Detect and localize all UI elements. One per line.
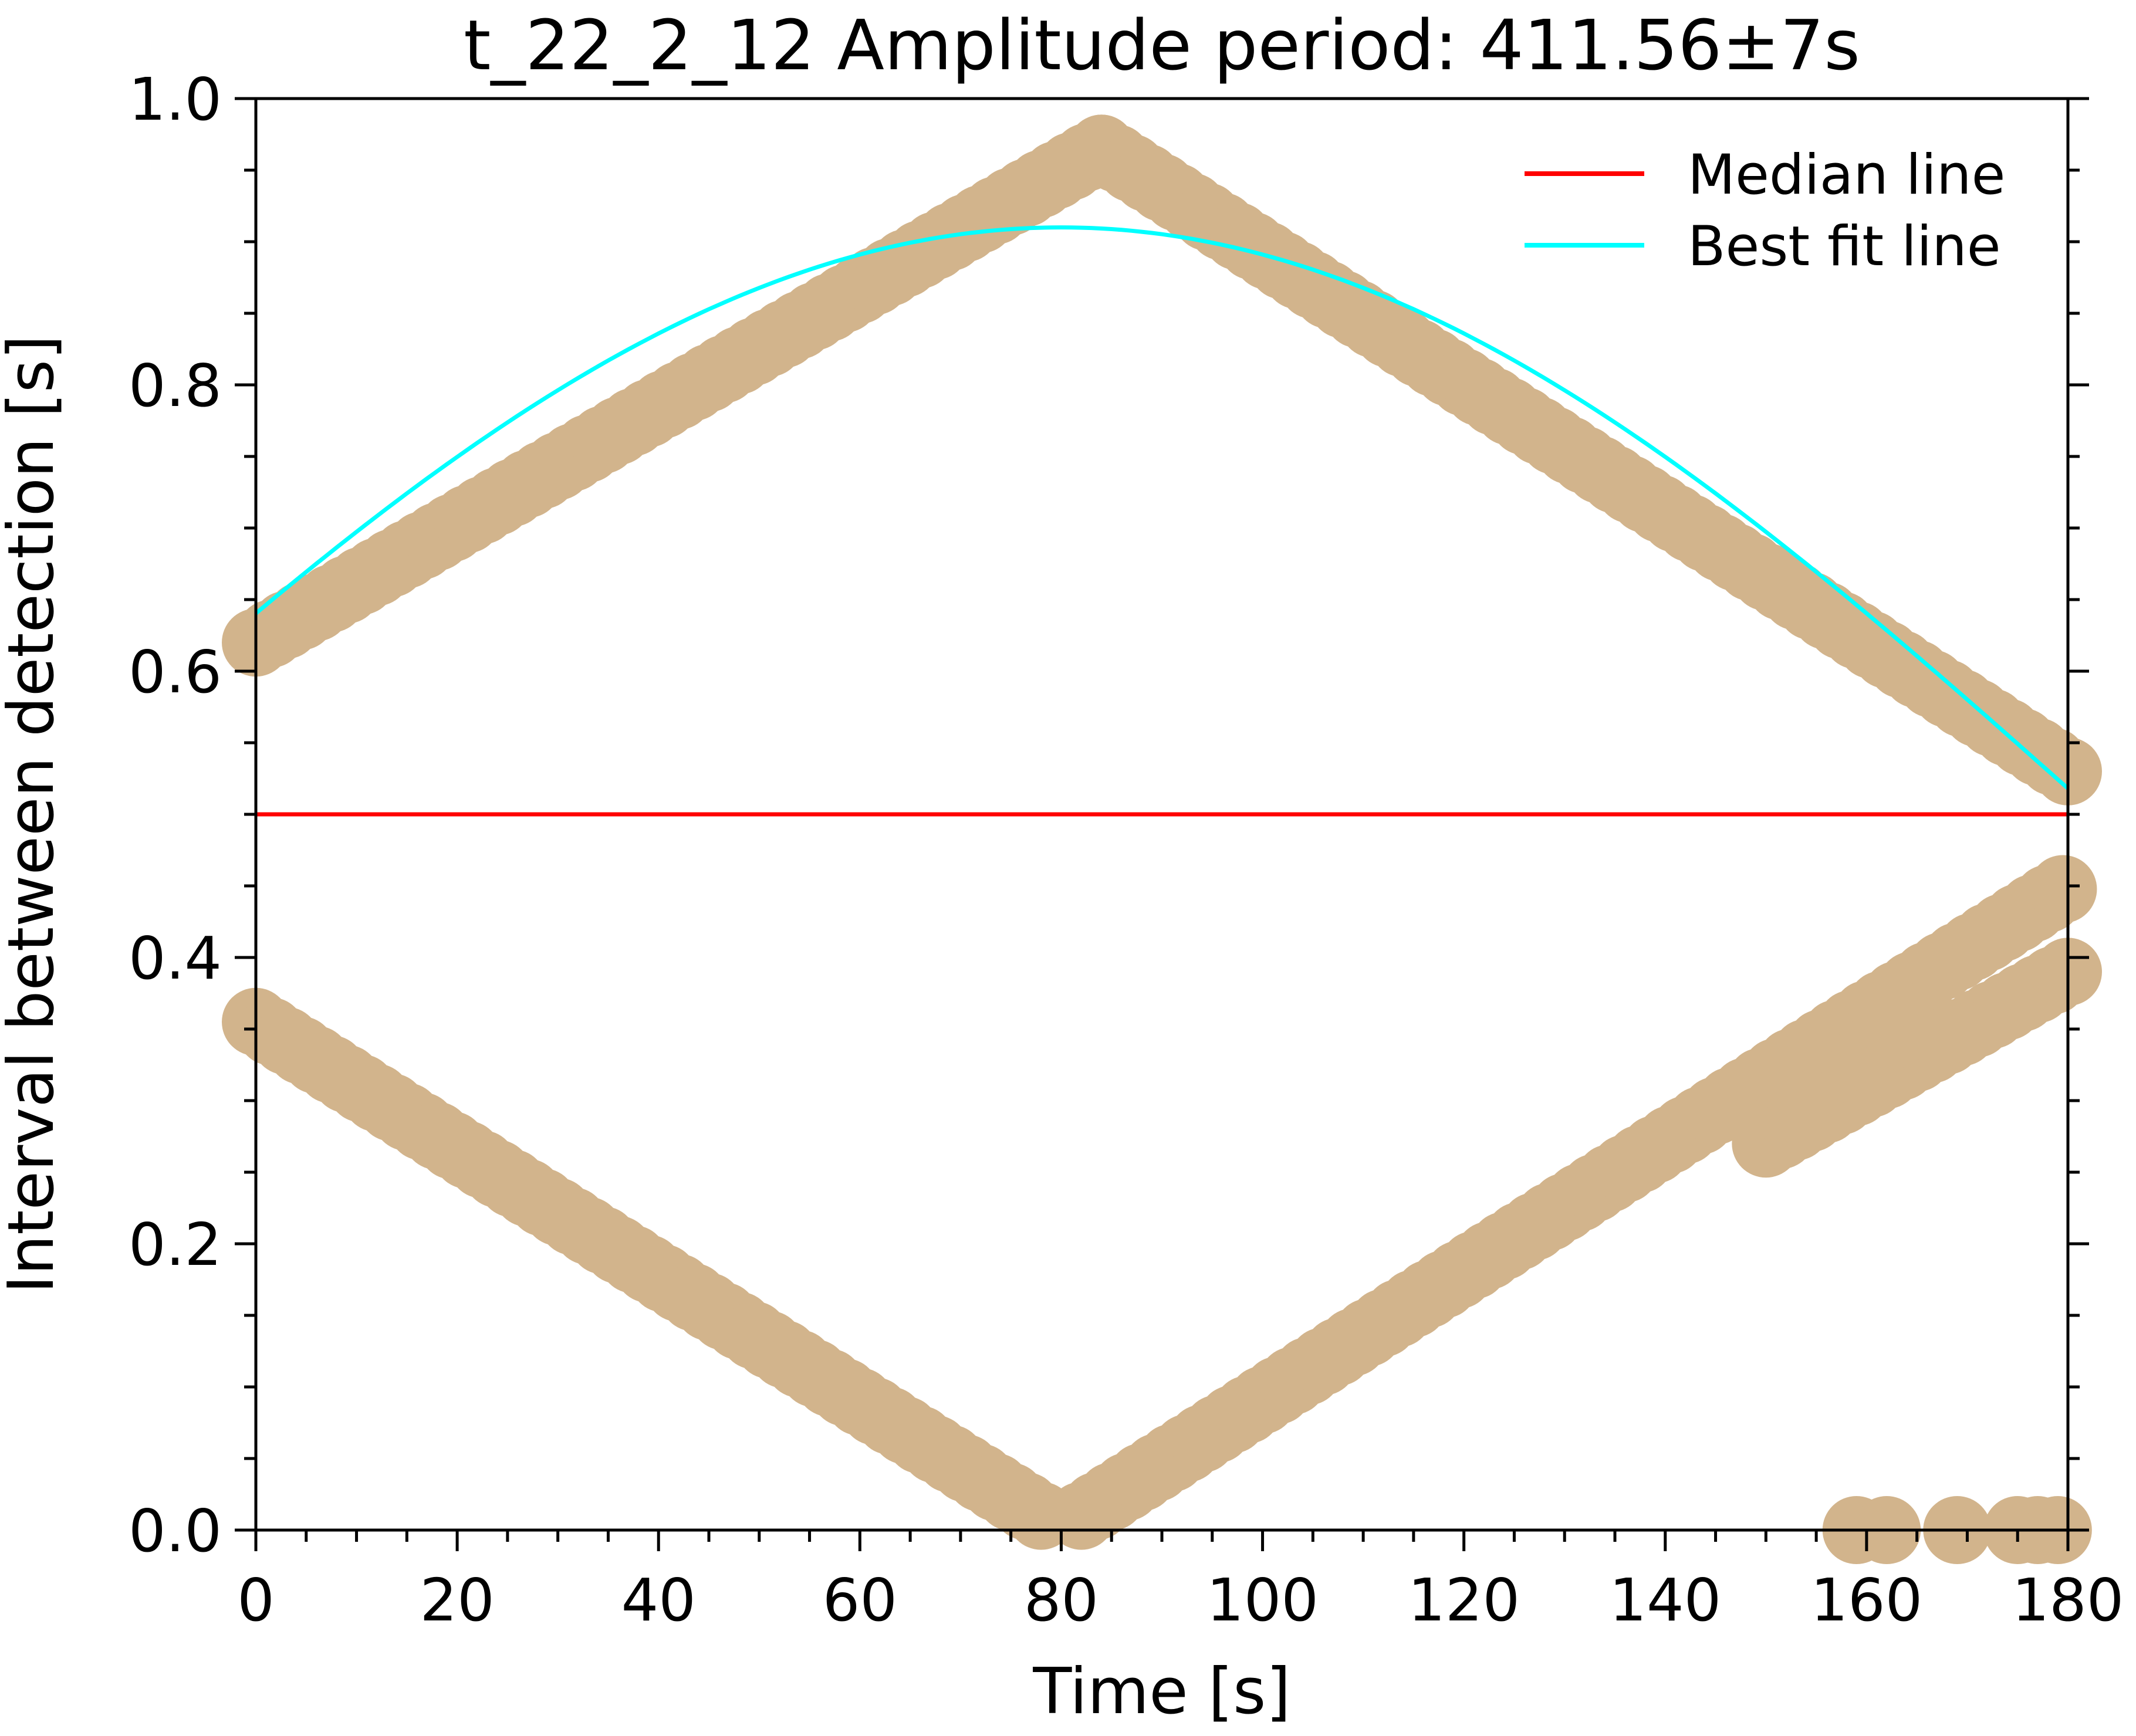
x-tick-label: 40: [621, 1566, 696, 1635]
best-fit-line: [254, 225, 2070, 790]
data-point: [2029, 855, 2097, 923]
y-tick-label: 0.8: [129, 351, 222, 420]
y-tick-label: 0.6: [129, 638, 222, 706]
x-tick-label: 160: [1810, 1566, 1922, 1635]
y-tick-label: 1.0: [129, 65, 222, 134]
x-tick-label: 120: [1408, 1566, 1520, 1635]
x-tick-label: 140: [1609, 1566, 1721, 1635]
x-tick-label: 80: [1024, 1566, 1099, 1635]
x-tick-label: 100: [1206, 1566, 1319, 1635]
axis-ticks: [235, 97, 2089, 1551]
tick-labels: 0 20 40 60 80 100 120 140 160 180 0.0 0.2 0.4 0.6 0.8 1…: [129, 65, 2124, 1635]
y-tick-label: 0.2: [129, 1210, 222, 1279]
plot-frame: [254, 97, 2070, 1532]
series-lines: [254, 225, 2070, 817]
legend-fit-label: Best fit line: [1688, 215, 2001, 279]
x-tick-label: 60: [823, 1566, 897, 1635]
y-tick-label: 0.0: [129, 1497, 222, 1565]
x-tick-label: 0: [237, 1566, 275, 1635]
x-tick-label: 180: [2012, 1566, 2124, 1635]
x-axis-label: Time [s]: [1032, 1655, 1290, 1728]
legend: Median line Best fit line: [1525, 143, 2005, 279]
y-axis-label: Interval between detection [s]: [0, 335, 68, 1294]
legend-median-label: Median line: [1688, 143, 2005, 207]
x-tick-label: 20: [420, 1566, 494, 1635]
y-tick-label: 0.4: [129, 924, 222, 993]
chart-title: t_22_2_12 Amplitude period: 411.56±7s: [464, 5, 1860, 86]
plot-area: [222, 97, 2102, 1564]
